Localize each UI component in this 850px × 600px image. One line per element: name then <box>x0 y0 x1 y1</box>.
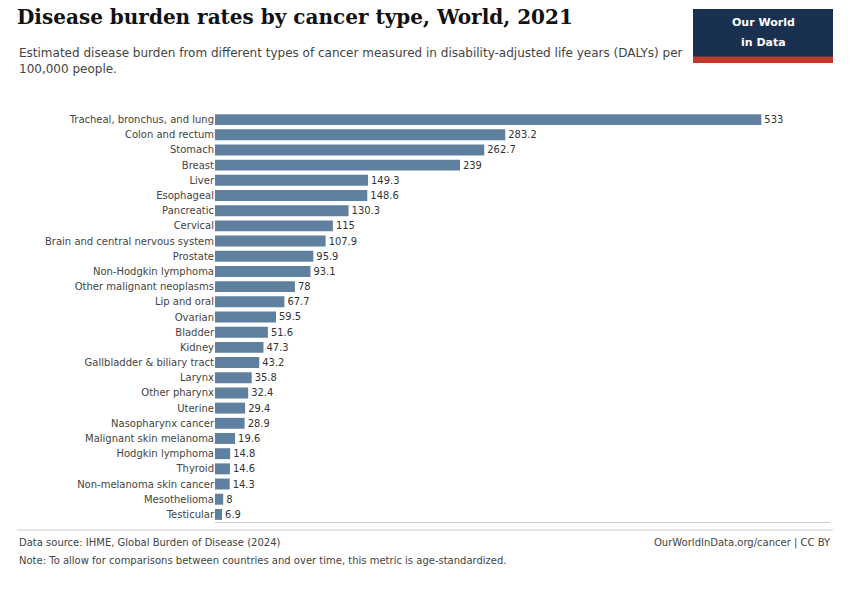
svg-text:Breast: Breast <box>182 160 214 171</box>
svg-text:78: 78 <box>298 281 311 292</box>
svg-text:Stomach: Stomach <box>170 144 214 155</box>
svg-text:93.1: 93.1 <box>313 266 335 277</box>
svg-text:28.9: 28.9 <box>248 418 270 429</box>
svg-text:Ovarian: Ovarian <box>175 312 214 323</box>
svg-text:115: 115 <box>336 220 355 231</box>
svg-text:Data source: IHME, Global Burd: Data source: IHME, Global Burden of Dise… <box>19 537 280 548</box>
svg-text:Other malignant neoplasms: Other malignant neoplasms <box>75 281 214 292</box>
svg-text:32.4: 32.4 <box>251 387 273 398</box>
svg-text:Our World: Our World <box>732 16 795 29</box>
svg-text:533: 533 <box>764 114 783 125</box>
svg-text:Other pharynx: Other pharynx <box>141 387 214 398</box>
svg-text:Nasopharynx cancer: Nasopharynx cancer <box>111 418 215 429</box>
svg-text:Hodgkin lymphoma: Hodgkin lymphoma <box>116 448 214 459</box>
svg-text:OurWorldInData.org/cancer | CC: OurWorldInData.org/cancer | CC BY <box>654 537 831 549</box>
svg-text:262.7: 262.7 <box>487 144 515 155</box>
svg-text:Bladder: Bladder <box>175 327 215 338</box>
svg-text:35.8: 35.8 <box>255 372 277 383</box>
svg-text:Gallbladder & biliary tract: Gallbladder & biliary tract <box>85 357 214 368</box>
svg-text:Prostate: Prostate <box>173 251 214 262</box>
svg-text:14.6: 14.6 <box>233 463 255 474</box>
svg-text:283.2: 283.2 <box>508 129 536 140</box>
svg-text:8: 8 <box>226 494 232 505</box>
svg-text:130.3: 130.3 <box>352 205 380 216</box>
svg-text:Non-Hodgkin lymphoma: Non-Hodgkin lymphoma <box>93 266 214 277</box>
svg-text:6.9: 6.9 <box>225 509 241 520</box>
svg-text:Testicular: Testicular <box>166 509 215 520</box>
svg-text:Pancreatic: Pancreatic <box>162 205 214 216</box>
svg-text:67.7: 67.7 <box>287 296 309 307</box>
svg-text:Thyroid: Thyroid <box>176 463 215 474</box>
svg-text:43.2: 43.2 <box>262 357 284 368</box>
svg-text:51.6: 51.6 <box>271 327 293 338</box>
svg-text:in Data: in Data <box>741 36 786 49</box>
svg-text:Tracheal, bronchus, and lung: Tracheal, bronchus, and lung <box>69 114 214 125</box>
svg-text:107.9: 107.9 <box>329 236 357 247</box>
svg-text:47.3: 47.3 <box>267 342 289 353</box>
svg-text:59.5: 59.5 <box>279 311 301 322</box>
svg-text:14.3: 14.3 <box>233 479 255 490</box>
svg-text:Note: To allow for comparisons: Note: To allow for comparisons between c… <box>19 555 507 566</box>
svg-text:239: 239 <box>463 160 482 171</box>
svg-text:14.8: 14.8 <box>233 448 255 459</box>
svg-text:Non-melanoma skin cancer: Non-melanoma skin cancer <box>77 479 215 490</box>
svg-text:Cervical: Cervical <box>174 220 214 231</box>
svg-text:Brain and central nervous syst: Brain and central nervous system <box>45 236 214 247</box>
svg-text:Uterine: Uterine <box>177 403 214 414</box>
svg-text:Mesothelioma: Mesothelioma <box>144 494 214 505</box>
svg-text:149.3: 149.3 <box>371 175 399 186</box>
svg-text:Liver: Liver <box>189 175 214 186</box>
svg-text:Esophageal: Esophageal <box>156 190 214 201</box>
svg-text:Larynx: Larynx <box>180 372 214 383</box>
svg-text:Kidney: Kidney <box>180 342 214 353</box>
svg-text:Estimated disease burden from: Estimated disease burden from different … <box>19 46 683 76</box>
svg-text:Malignant skin melanoma: Malignant skin melanoma <box>85 433 214 444</box>
svg-text:29.4: 29.4 <box>248 403 270 414</box>
svg-text:95.9: 95.9 <box>316 251 338 262</box>
svg-text:Disease burden rates by cancer: Disease burden rates by cancer type, Wor… <box>17 5 573 29</box>
svg-text:Lip and oral: Lip and oral <box>155 296 214 307</box>
svg-text:148.6: 148.6 <box>370 190 398 201</box>
svg-text:19.6: 19.6 <box>238 433 260 444</box>
svg-text:Colon and rectum: Colon and rectum <box>125 129 214 140</box>
